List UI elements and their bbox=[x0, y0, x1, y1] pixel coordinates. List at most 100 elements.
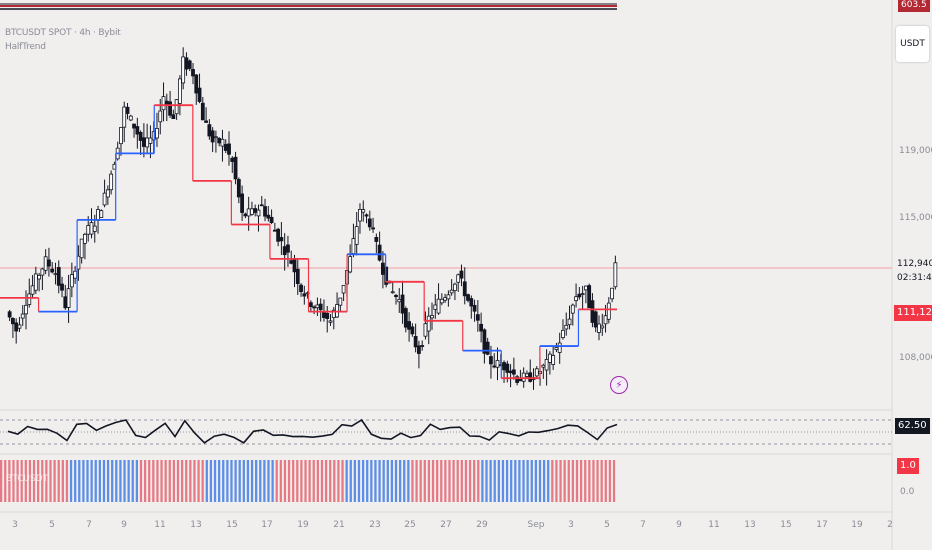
candle-body bbox=[377, 244, 382, 261]
histogram-bar bbox=[53, 460, 56, 502]
candle-body bbox=[135, 126, 140, 135]
histogram-bar bbox=[493, 460, 496, 502]
histogram-bar bbox=[238, 460, 241, 502]
candle-body bbox=[446, 294, 451, 300]
histogram-bar bbox=[460, 460, 463, 502]
candle-body bbox=[289, 260, 294, 264]
x-label-20: 13 bbox=[744, 520, 756, 530]
halftrend-price-tag: 111,129.5 bbox=[894, 305, 932, 321]
candle-body bbox=[168, 101, 172, 116]
histogram-bar bbox=[180, 460, 184, 502]
candle-body bbox=[308, 302, 313, 307]
x-label-23: 19 bbox=[851, 520, 863, 530]
histogram-bar bbox=[473, 460, 476, 502]
candle-body bbox=[489, 356, 493, 365]
histogram-bar bbox=[106, 460, 110, 502]
candle-body bbox=[184, 57, 189, 70]
x-label-7: 17 bbox=[261, 520, 273, 530]
histogram-bar bbox=[164, 460, 167, 502]
candle-body bbox=[207, 124, 212, 137]
histogram-bar bbox=[119, 460, 122, 502]
histogram-bar bbox=[357, 460, 361, 502]
candle-body bbox=[462, 281, 467, 297]
candle-body bbox=[33, 273, 38, 291]
histogram-bar bbox=[37, 460, 40, 502]
x-label-15: 3 bbox=[568, 520, 574, 530]
histogram-bar bbox=[431, 460, 435, 502]
histogram-bar bbox=[98, 460, 101, 502]
candle-body bbox=[191, 69, 195, 77]
candle-body bbox=[230, 157, 235, 162]
histogram-bar bbox=[189, 460, 192, 502]
histogram-bar bbox=[209, 460, 213, 502]
histogram-bar bbox=[415, 460, 418, 502]
histogram-bar bbox=[61, 460, 64, 502]
histogram-bar bbox=[82, 460, 85, 502]
candle-body bbox=[276, 228, 281, 242]
histogram-bar bbox=[477, 460, 480, 502]
candle-body bbox=[508, 370, 513, 374]
candle-body bbox=[181, 56, 186, 84]
candle-body bbox=[613, 262, 618, 288]
histogram-bar bbox=[12, 460, 15, 502]
candle-body bbox=[459, 270, 464, 279]
candle-body bbox=[210, 130, 215, 143]
histogram-bar bbox=[226, 460, 229, 502]
candle-body bbox=[606, 302, 611, 320]
histogram-bar bbox=[111, 460, 114, 502]
histogram-bar bbox=[123, 460, 126, 502]
histogram-bar bbox=[386, 460, 389, 502]
price-label-3: 108,000.0 bbox=[899, 353, 932, 363]
candle-body bbox=[174, 99, 179, 115]
lightning-icon[interactable]: ⚡ bbox=[610, 376, 628, 394]
x-label-3: 9 bbox=[121, 520, 127, 530]
x-label-16: 5 bbox=[604, 520, 610, 530]
histogram-bar bbox=[518, 460, 521, 502]
candle-body bbox=[528, 372, 533, 382]
indicator-legend[interactable]: HalfTrend bbox=[5, 42, 46, 52]
histogram-bar bbox=[345, 460, 348, 502]
histogram-bar bbox=[324, 460, 328, 502]
histogram-bar bbox=[28, 460, 32, 502]
candle-body bbox=[567, 318, 572, 326]
candle-body bbox=[410, 326, 415, 335]
histogram-bar bbox=[205, 460, 208, 502]
currency-button[interactable]: USDT bbox=[896, 26, 929, 62]
candle-body bbox=[204, 120, 208, 123]
histogram-bar bbox=[559, 460, 562, 502]
candle-body bbox=[256, 209, 261, 217]
symbol-legend[interactable]: BTCUSDT SPOT · 4h · Bybit bbox=[5, 28, 121, 38]
histogram-bar bbox=[501, 460, 505, 502]
histogram-bar bbox=[255, 460, 258, 502]
candle-body bbox=[577, 293, 582, 298]
histogram-bar bbox=[411, 460, 414, 502]
candle-body bbox=[155, 127, 159, 139]
candle-body bbox=[547, 353, 552, 363]
candle-body bbox=[83, 233, 87, 244]
candle-body bbox=[413, 336, 418, 348]
candle-body bbox=[603, 315, 608, 325]
candle-body bbox=[79, 238, 84, 259]
candle-body bbox=[266, 214, 271, 219]
candle-body bbox=[325, 312, 330, 319]
candle-body bbox=[194, 74, 199, 94]
candle-body bbox=[511, 369, 516, 375]
histogram-bar bbox=[522, 460, 525, 502]
candle-body bbox=[17, 324, 22, 329]
candle-body bbox=[482, 329, 487, 354]
candle-body bbox=[236, 179, 241, 198]
histogram-bar bbox=[485, 460, 488, 502]
histogram-bar bbox=[172, 460, 176, 502]
candle-body bbox=[66, 288, 71, 308]
candle-body bbox=[400, 294, 405, 314]
histogram-bar bbox=[308, 460, 311, 502]
candle-body bbox=[564, 324, 569, 330]
histogram-bar bbox=[263, 460, 266, 502]
candle-body bbox=[177, 78, 182, 104]
histogram-bar bbox=[563, 460, 566, 502]
histogram-bar bbox=[230, 460, 233, 502]
candle-body bbox=[583, 285, 588, 291]
histogram-bar bbox=[403, 460, 406, 502]
histogram-value-tag: 1.0 bbox=[897, 458, 919, 474]
